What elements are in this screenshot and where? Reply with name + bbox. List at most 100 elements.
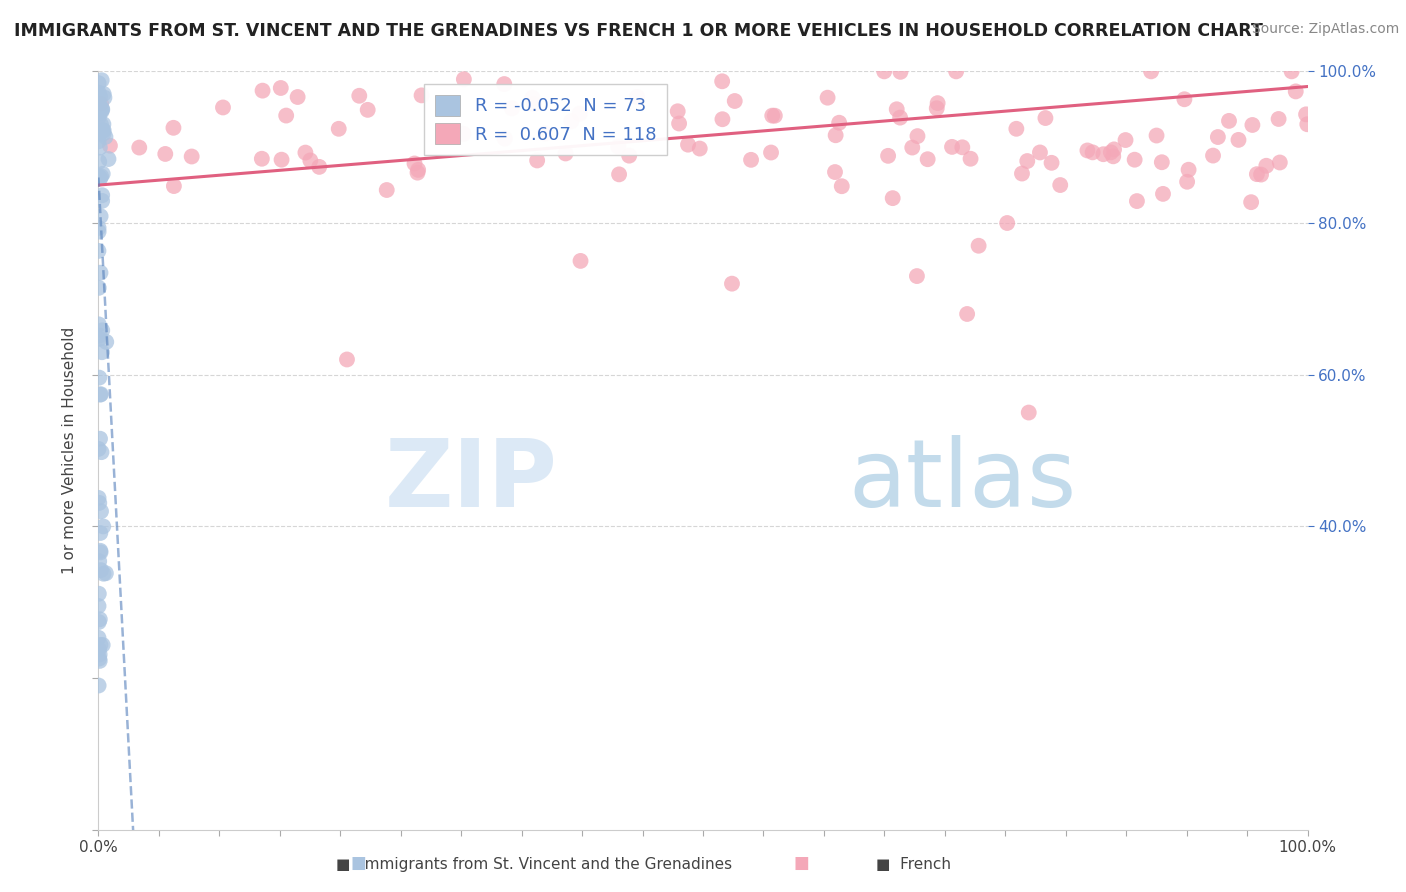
Point [406,162,429,177]
Text: ■: ■ [793,855,810,872]
Point [1102,149,1125,163]
Point [1099,145,1122,160]
Point [1011,167,1033,181]
Text: Source: ZipAtlas.com: Source: ZipAtlas.com [1251,22,1399,37]
Point [1102,142,1125,156]
Point [494,77,516,91]
Point [87,99,110,113]
Point [89,140,111,154]
Point [1092,147,1115,161]
Point [1035,111,1057,125]
Point [956,307,979,321]
Point [1175,175,1198,189]
Point [89,638,111,652]
Point [87,679,110,693]
Point [89,651,111,665]
Point [87,86,110,100]
Point [91,323,114,337]
Point [91,102,114,116]
Point [93,566,115,581]
Point [87,76,110,90]
Point [945,64,967,78]
Point [1285,84,1308,98]
Point [89,496,111,510]
Point [1126,194,1149,208]
Point [889,65,911,79]
Point [89,370,111,384]
Point [494,131,516,145]
Point [759,145,782,160]
Legend: R = -0.052  N = 73, R =  0.607  N = 118: R = -0.052 N = 73, R = 0.607 N = 118 [425,84,668,155]
Point [1140,64,1163,78]
Point [873,64,896,78]
Point [959,152,981,166]
Point [522,91,544,105]
Point [1268,155,1291,169]
Text: ■: ■ [350,855,367,872]
Point [87,281,110,295]
Point [1281,64,1303,78]
Point [1241,118,1264,132]
Point [91,638,114,652]
Point [1017,154,1039,169]
Point [1049,178,1071,192]
Point [87,631,110,645]
Point [91,103,114,117]
Point [1240,195,1263,210]
Point [87,318,110,332]
Point [89,89,111,103]
Point [950,140,973,154]
Point [87,587,110,601]
Point [89,654,111,668]
Point [1227,133,1250,147]
Point [90,96,112,111]
Point [1177,162,1199,177]
Text: IMMIGRANTS FROM ST. VINCENT AND THE GRENADINES VS FRENCH 1 OR MORE VEHICLES IN H: IMMIGRANTS FROM ST. VINCENT AND THE GREN… [14,22,1263,40]
Point [89,545,111,559]
Point [889,111,911,125]
Text: ZIP: ZIP [385,434,558,527]
Point [87,225,110,239]
Point [668,116,690,130]
Point [212,100,235,114]
Point [882,191,904,205]
Point [1202,148,1225,162]
Point [375,183,398,197]
Point [87,244,110,258]
Point [89,543,111,558]
Point [1076,144,1098,158]
Point [87,110,110,124]
Point [155,147,177,161]
Point [162,120,184,135]
Point [619,149,641,163]
Point [87,642,110,657]
Point [90,73,112,87]
Point [1267,112,1289,126]
Point [87,442,110,456]
Point [925,101,948,115]
Point [336,352,359,367]
Point [901,140,924,154]
Point [91,519,114,533]
Point [917,152,939,166]
Point [406,166,429,180]
Point [1250,168,1272,182]
Point [357,103,380,117]
Point [666,104,689,119]
Point [91,194,114,208]
Point [89,171,111,186]
Point [87,134,110,148]
Point [1146,128,1168,143]
Point [89,154,111,169]
Point [569,253,592,268]
Point [568,106,591,120]
Point [299,153,322,168]
Point [294,145,316,160]
Point [831,179,853,194]
Point [87,101,110,115]
Point [1246,167,1268,181]
Point [1296,117,1319,131]
Point [93,126,115,140]
Point [1115,133,1137,147]
Point [689,142,711,156]
